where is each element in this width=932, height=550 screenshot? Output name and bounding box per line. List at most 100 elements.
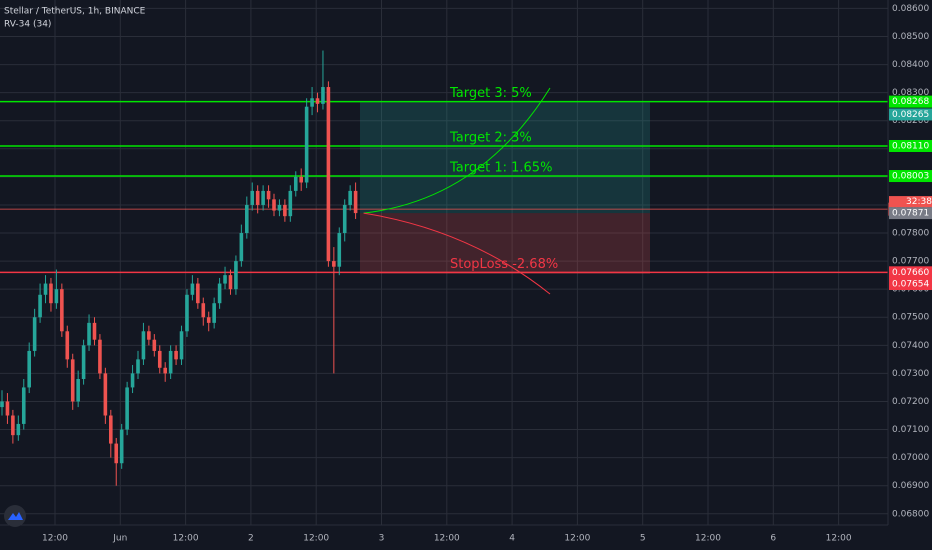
price-badge [889, 108, 932, 121]
plot [0, 50, 888, 486]
candle-body [141, 331, 146, 360]
candle-body [92, 322, 97, 340]
candle-body [152, 339, 157, 351]
candle-body [114, 443, 119, 464]
price-badge-label: 0.08265 [892, 110, 929, 120]
candle-body [310, 98, 314, 107]
candle-body [299, 176, 303, 183]
candle-body [76, 379, 80, 402]
price-badge-label: 0.08003 [892, 172, 929, 182]
candle-body [201, 303, 206, 318]
y-tick-label: 0.07100 [892, 425, 929, 435]
candle-body [255, 190, 260, 205]
candle-body [21, 387, 26, 424]
annotation: Target 3: 5% [449, 86, 532, 101]
price-badge-label: 0.07660 [892, 268, 929, 278]
annotation: Target 2: 3% [449, 130, 532, 145]
candle-body [16, 423, 21, 436]
candle-body [130, 373, 135, 388]
price-badge [889, 207, 932, 220]
x-tick-label: 12:00 [695, 534, 721, 544]
candle-body [81, 345, 86, 380]
x-tick-label: 12:00 [826, 534, 852, 544]
candle-body [49, 283, 53, 304]
candle-body [326, 87, 331, 262]
x-tick-label: 12:00 [564, 534, 590, 544]
y-tick-label: 0.08500 [892, 32, 929, 42]
candle-body [136, 359, 140, 374]
price-badge [889, 95, 932, 108]
candle-body [228, 275, 233, 290]
candle-body [185, 294, 189, 332]
candle-body [109, 415, 113, 444]
candle-body [234, 261, 238, 290]
price-badge [889, 139, 932, 152]
candle-body [11, 415, 15, 436]
candle-body [283, 204, 287, 217]
y-tick-label: 0.08400 [892, 60, 929, 70]
candle-body [196, 283, 200, 304]
candle-body [223, 275, 227, 284]
candle-body [147, 331, 151, 340]
x-tick-label: 5 [640, 534, 646, 544]
candle-body [179, 331, 184, 360]
candle-body [304, 106, 309, 183]
candle-body [212, 303, 216, 323]
y-tick-label: 0.07300 [892, 369, 929, 379]
candle-body [119, 429, 124, 464]
annotation: Target 1: 1.65% [449, 161, 552, 176]
chart-title: Stellar / TetherUS, 1h, BINANCE [4, 7, 146, 17]
candle-body [332, 261, 336, 267]
candle-body [65, 331, 70, 360]
x-tick-label: 6 [770, 534, 776, 544]
price-badge-label: 0.08268 [892, 97, 929, 107]
annotation: StopLoss -2.68% [450, 257, 558, 272]
candle-body [321, 87, 325, 104]
candle-body [206, 317, 211, 323]
logo [4, 505, 26, 527]
x-tick-label: 4 [509, 534, 515, 544]
candle-body [0, 401, 4, 408]
candle-body [163, 367, 167, 374]
x-tick-label: Jun [112, 534, 127, 544]
candle-body [70, 359, 75, 402]
stop-curve [363, 212, 551, 295]
y-tick-label: 0.07200 [892, 397, 929, 407]
candle-body [98, 339, 102, 374]
candle-body [293, 176, 298, 191]
y-tick-label: 0.06800 [892, 509, 929, 519]
candle-body [43, 283, 48, 295]
price-badge-label: 0.08110 [892, 141, 929, 151]
x-tick-label: 3 [379, 534, 385, 544]
price-badge-label: 0.07654 [892, 280, 929, 290]
candle-body [261, 190, 265, 205]
candle-body [32, 317, 37, 351]
y-tick-label: 0.07000 [892, 453, 929, 463]
price-badge [889, 170, 932, 183]
candle-body [337, 233, 342, 267]
countdown-badge [889, 196, 932, 208]
candle-body [342, 204, 347, 234]
y-tick-label: 0.08300 [892, 88, 929, 98]
loss-zone [360, 213, 650, 275]
candle-body [54, 289, 59, 304]
candle-body [277, 204, 282, 211]
x-tick-label: 2 [248, 534, 254, 544]
candle-body [266, 190, 271, 200]
candle-body [353, 190, 358, 214]
y-tick-label: 0.07800 [892, 229, 929, 239]
grid [0, 0, 888, 525]
target-curve [363, 87, 551, 214]
y-tick-label: 0.07500 [892, 313, 929, 323]
y-tick-label: 0.07400 [892, 341, 929, 351]
profit-zone [360, 102, 650, 214]
y-tick-label: 0.07700 [892, 257, 929, 267]
countdown: 32:38 [906, 197, 932, 207]
x-tick-label: 12:00 [303, 534, 329, 544]
candle-body [250, 190, 255, 205]
price-badge [889, 278, 932, 291]
candle-body [348, 190, 352, 205]
y-tick-label: 0.08600 [892, 4, 929, 14]
candle-body [60, 289, 64, 332]
